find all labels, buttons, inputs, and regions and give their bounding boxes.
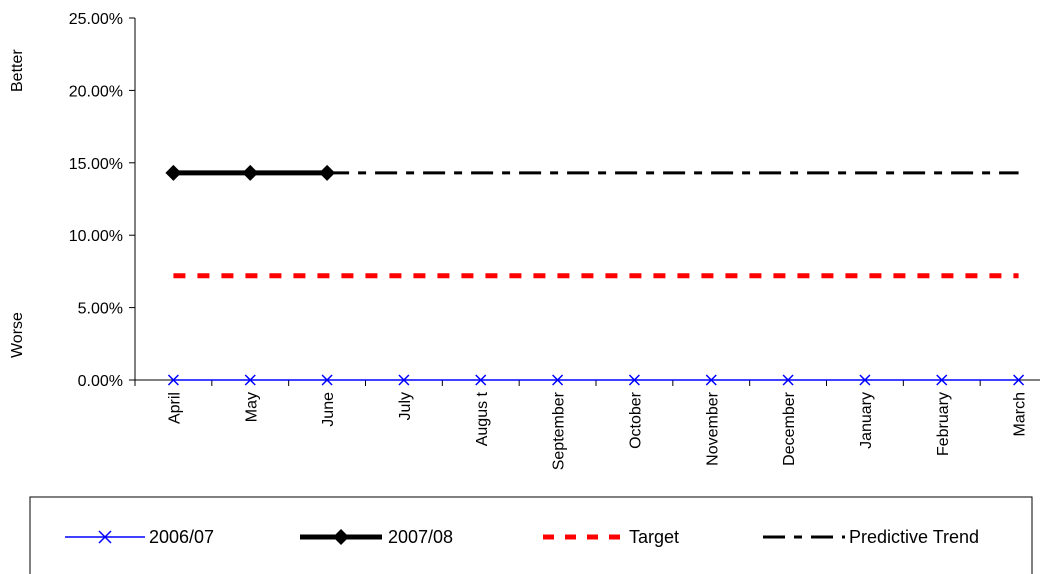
data-point-x <box>859 374 871 386</box>
legend-item-target: Target <box>543 527 679 547</box>
data-point-x <box>475 374 487 386</box>
data-point-x <box>321 374 333 386</box>
x-tick-label: May <box>243 392 260 422</box>
x-tick-label: December <box>781 391 798 465</box>
legend-item-2006-07: 2006/07 <box>65 527 214 547</box>
legend-marker-x-icon <box>98 530 112 544</box>
legend-label-target: Target <box>629 527 679 547</box>
y-tick-label: 10.00% <box>69 228 123 245</box>
legend-label-predictive-trend: Predictive Trend <box>849 527 979 547</box>
series-2007-08 <box>165 164 336 181</box>
y-tick-label: 5.00% <box>78 301 123 318</box>
x-tick-labels: April May June July Augus t September October N… <box>166 391 1028 470</box>
legend-item-2007-08: 2007/08 <box>300 527 453 547</box>
data-point-x <box>244 374 256 386</box>
data-point-diamond <box>165 164 182 181</box>
legend-item-predictive-trend: Predictive Trend <box>763 527 979 547</box>
data-point-x <box>398 374 410 386</box>
legend-label-2006-07: 2006/07 <box>149 527 214 547</box>
data-point-x <box>705 374 717 386</box>
x-tick-label: October <box>627 391 644 449</box>
axes <box>129 17 1040 386</box>
series-layer <box>165 164 1025 386</box>
y-label-worse: Worse <box>9 312 26 358</box>
data-point-diamond <box>319 164 336 181</box>
x-tick-label: September <box>551 391 568 470</box>
x-tick-label: April <box>166 392 183 424</box>
x-tick-label: June <box>320 392 337 427</box>
data-point-x <box>167 374 179 386</box>
x-tick-label: Augus t <box>474 391 491 446</box>
data-point-x <box>552 374 564 386</box>
x-tick-label: November <box>704 391 721 465</box>
legend-box <box>29 496 1033 574</box>
data-point-x <box>628 374 640 386</box>
y-tick-labels: 0.00% 5.00% 10.00% 15.00% 20.00% 25.00% <box>69 11 123 390</box>
x-tick-label: February <box>935 392 952 456</box>
y-tick-label: 0.00% <box>78 373 123 390</box>
x-tick-label: July <box>397 392 414 420</box>
legend: 2006/07 2007/08 Target Predictive Trend <box>29 496 1033 574</box>
y-label-better: Better <box>9 49 26 92</box>
data-point-diamond <box>242 164 259 181</box>
legend-marker-diamond-icon <box>333 529 349 545</box>
data-point-x <box>1013 374 1025 386</box>
y-tick-label: 20.00% <box>69 83 123 100</box>
legend-label-2007-08: 2007/08 <box>388 527 453 547</box>
y-tick-label: 25.00% <box>69 11 123 28</box>
data-point-x <box>936 374 948 386</box>
y-tick-label: 15.00% <box>69 156 123 173</box>
data-point-x <box>782 374 794 386</box>
x-tick-label: March <box>1012 392 1029 436</box>
x-tick-label: January <box>858 392 875 449</box>
series-2006-07 <box>167 374 1025 386</box>
